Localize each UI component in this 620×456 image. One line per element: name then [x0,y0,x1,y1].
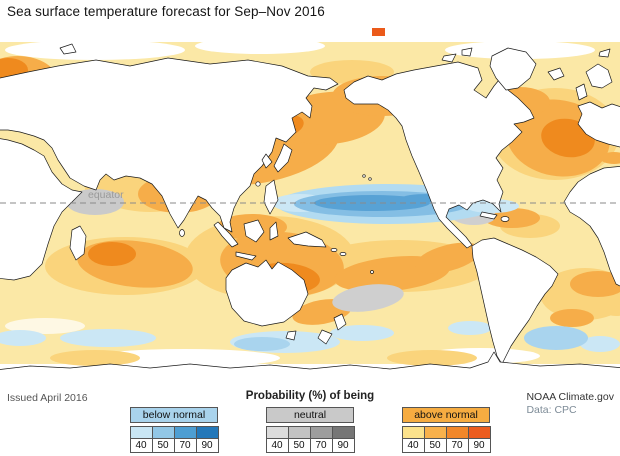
island-madagascar [69,225,87,261]
legend-value: 90 [195,438,219,453]
new-zealand-south [317,329,333,345]
legend-value: 40 [401,438,425,453]
legend-group-below-normal: below normal 40 50 70 90 [126,407,222,453]
scandinavia [585,63,613,89]
legend-label-neutral: neutral [266,407,354,423]
island-sulawesi [269,221,279,241]
legend-scale-above-normal: 40 50 70 90 [401,426,491,453]
legend-group-neutral: neutral 40 50 70 90 [262,407,358,453]
solomon-islands [339,252,347,256]
island-philippines [263,179,279,215]
arctic-island [59,43,77,55]
island-sumatra [213,221,239,248]
legend-label-above-normal: above normal [402,407,490,423]
korea-peninsula [261,153,273,169]
legend: below normal 40 50 70 90 neutral 40 50 70 90 a… [0,407,620,453]
legend-value: 70 [445,438,469,453]
legend-group-above-normal: above normal 40 50 70 90 [398,407,494,453]
legend-swatch [173,426,197,439]
hawaii [368,177,372,181]
legend-swatch [195,426,219,439]
legend-swatch [287,426,311,439]
legend-scale-below-normal: 40 50 70 90 [129,426,219,453]
island-greenland [489,47,537,91]
island-fiji [370,270,374,274]
legend-value: 50 [287,438,311,453]
legend-swatch [265,426,289,439]
equator-label: equator [88,189,124,201]
legend-swatch [445,426,469,439]
legend-value: 70 [309,438,333,453]
legend-value: 50 [151,438,175,453]
legend-value: 90 [331,438,355,453]
legend-swatch [467,426,491,439]
arctic-island [461,47,473,57]
legend-value: 40 [129,438,153,453]
island-borneo [243,219,265,243]
map-container: equator [0,26,620,393]
island-britain [575,83,588,101]
legend-label-below-normal: below normal [130,407,218,423]
legend-swatch [309,426,333,439]
legend-swatch [129,426,153,439]
island-iceland [547,67,565,81]
island-hispaniola [500,216,510,222]
arctic-island [441,53,457,63]
credit: NOAA Climate.gov Data: CPC [526,391,614,417]
continent-antarctica [0,351,620,393]
continent-europe [577,101,620,148]
credit-noaa: NOAA Climate.gov [526,391,614,403]
island-japan [273,143,293,173]
footer: Issued April 2016 Probability (%) of bei… [0,388,620,456]
legend-scale-neutral: 40 50 70 90 [265,426,355,453]
legend-swatch [151,426,175,439]
legend-swatch [401,426,425,439]
island-java [235,251,257,261]
island-cuba [479,211,498,220]
legend-swatch [331,426,355,439]
arctic-island [598,48,611,58]
land-layer [0,43,620,393]
issued-date: Issued April 2016 [7,392,88,404]
page-title: Sea surface temperature forecast for Sep… [7,4,325,19]
legend-value: 70 [173,438,197,453]
credit-data-source: Data: CPC [526,404,577,417]
continent-north-america [343,61,535,249]
continent-eurasia [0,57,339,233]
solomon-islands [330,248,338,252]
continent-africa-west [563,166,620,287]
continent-africa-east [0,138,83,281]
new-zealand-north [333,313,347,331]
hawaii [362,174,366,178]
legend-value: 40 [265,438,289,453]
world-map: equator [0,26,620,393]
legend-value: 90 [467,438,491,453]
legend-title: Probability (%) of being [245,390,375,402]
island-tasmania [285,330,297,341]
continent-south-america [471,237,559,365]
legend-value: 50 [423,438,447,453]
island-taiwan [255,181,261,187]
island-new-guinea [287,231,327,248]
continent-australia [225,259,309,327]
legend-swatch [423,426,447,439]
island-sri-lanka [179,229,185,237]
